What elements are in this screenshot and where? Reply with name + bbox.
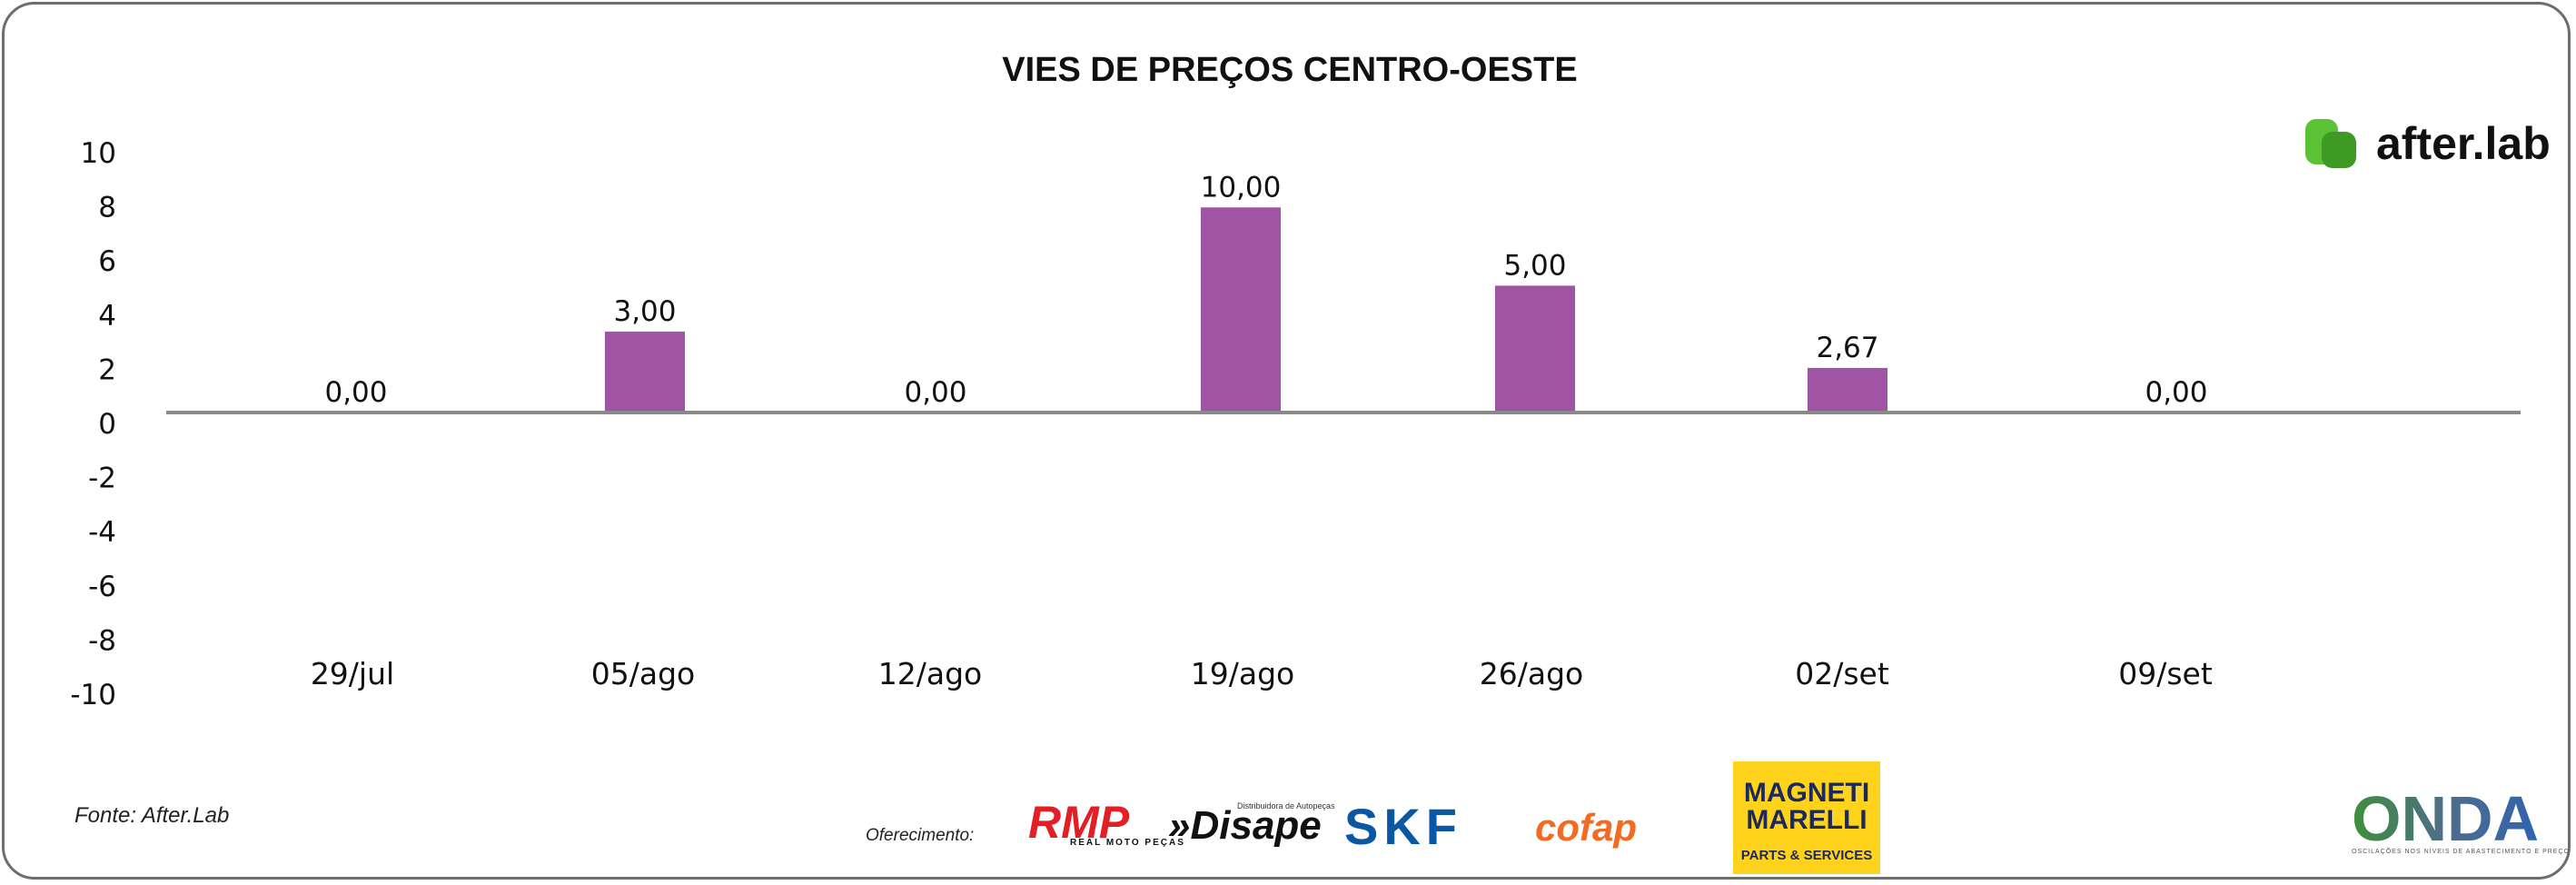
y-tick-label: -6 [88, 571, 116, 603]
x-tick-label: 12/ago [878, 656, 982, 691]
data-label: 2,67 [1816, 332, 1878, 364]
offered-by-label: Oferecimento: [866, 826, 974, 845]
y-tick-label: 2 [98, 353, 116, 386]
x-tick-label: 29/jul [311, 656, 394, 691]
disape-logo: Distribuidora de Autopeças »Disape [1168, 801, 1335, 848]
onda-logo-text: ONDA [2352, 783, 2539, 854]
x-axis: 29/jul 05/ago 12/ago 19/ago 26/ago 02/set 09/s… [311, 656, 2213, 691]
afterlab-logo-text: after.lab [2376, 118, 2551, 169]
data-labels: 0,00 3,00 0,00 10,00 5,00 2,67 0,00 [324, 171, 2207, 409]
data-label: 5,00 [1503, 249, 1566, 282]
rmp-logo: RMP REAL MOTO PEÇAS [1028, 797, 1185, 848]
y-tick-label: 4 [98, 300, 116, 333]
afterlab-logo-mark-right [2322, 132, 2356, 168]
data-label: 0,00 [324, 376, 387, 409]
chart-title: VIES DE PREÇOS CENTRO-OESTE [1002, 51, 1577, 89]
magneti-marelli-logo: MAGNETI MARELLI PARTS & SERVICES [1733, 761, 1880, 874]
y-tick-label: -4 [88, 516, 116, 549]
cofap-logo-text: cofap [1535, 806, 1637, 849]
y-tick-label: 8 [98, 192, 116, 224]
rmp-logo-text: RMP [1028, 797, 1130, 848]
data-label: 0,00 [904, 376, 966, 409]
y-tick-label: 6 [98, 245, 116, 278]
data-label: 3,00 [613, 295, 676, 328]
x-tick-label: 05/ago [591, 656, 695, 691]
y-tick-label: -8 [88, 624, 116, 657]
magneti-marelli-logo-box [1733, 761, 1880, 874]
source-note: Fonte: After.Lab [74, 803, 229, 828]
magneti-marelli-logo-subtext: PARTS & SERVICES [1741, 848, 1872, 863]
skf-logo: SKF [1344, 798, 1462, 855]
magneti-marelli-logo-line1: MAGNETI [1744, 778, 1869, 808]
bar [1201, 207, 1281, 413]
afterlab-logo: after.lab [2305, 118, 2551, 169]
y-axis: 10 8 6 4 2 0 -2 -4 -6 -8 -10 [70, 137, 116, 711]
magneti-marelli-logo-line2: MARELLI [1746, 805, 1867, 835]
disape-logo-text: »Disape [1168, 803, 1322, 848]
x-tick-label: 02/set [1795, 656, 1889, 691]
bar [605, 331, 685, 413]
skf-logo-text: SKF [1344, 798, 1462, 855]
rmp-logo-subtext: REAL MOTO PEÇAS [1070, 838, 1185, 848]
disape-logo-subtext: Distribuidora de Autopeças [1237, 801, 1335, 810]
x-tick-label: 19/ago [1191, 656, 1294, 691]
y-tick-label: 10 [81, 137, 116, 170]
onda-logo: ONDA OSCILAÇÕES NOS NÍVEIS DE ABASTECIME… [2352, 783, 2570, 855]
bars [605, 207, 1887, 413]
cofap-logo: cofap [1535, 806, 1637, 849]
y-tick-label: -10 [70, 679, 116, 711]
bar [1808, 367, 1887, 413]
y-tick-label: -2 [88, 462, 116, 495]
data-label: 0,00 [2145, 376, 2207, 409]
x-tick-label: 09/set [2118, 656, 2213, 691]
y-tick-label: 0 [98, 408, 116, 441]
onda-logo-subtext: OSCILAÇÕES NOS NÍVEIS DE ABASTECIMENTO E… [2352, 847, 2570, 855]
data-label: 10,00 [1201, 171, 1282, 204]
x-tick-label: 26/ago [1480, 656, 1583, 691]
bar [1495, 285, 1575, 413]
